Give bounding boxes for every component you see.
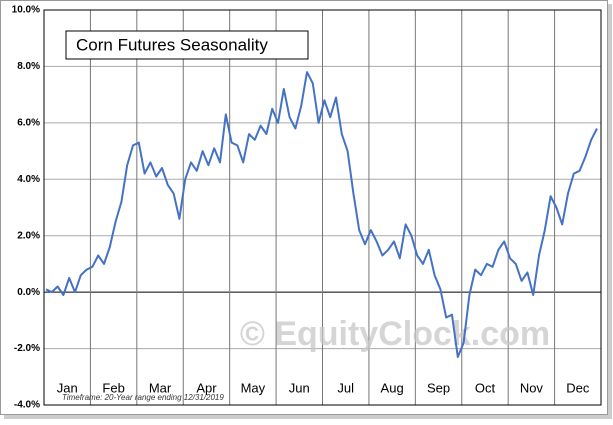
y-tick-label: 0.0%: [17, 287, 40, 298]
x-tick-label: Feb: [102, 380, 124, 395]
x-tick-label: Aug: [381, 380, 404, 395]
x-tick-label: Dec: [566, 380, 590, 395]
y-tick-label: 4.0%: [17, 174, 40, 185]
title-box: [65, 30, 309, 60]
chart-frame: [0, 0, 608, 415]
series-line: [45, 71, 598, 358]
y-tick-label: 2.0%: [17, 230, 40, 241]
y-tick-label: -4.0%: [14, 400, 40, 411]
x-tick-label: Oct: [475, 380, 496, 395]
frame-shadow: [608, 4, 612, 418]
x-tick-label: Jul: [337, 380, 354, 395]
x-tick-label: Nov: [520, 380, 544, 395]
plot: [45, 71, 598, 358]
y-tick-label: 8.0%: [17, 61, 40, 72]
y-tick-label: 6.0%: [17, 117, 40, 128]
watermark: © EquityClock.com: [240, 315, 550, 353]
y-tick-label: 10.0%: [12, 5, 40, 16]
chart-title: Corn Futures Seasonality: [76, 35, 268, 54]
x-tick-label: Jun: [289, 380, 310, 395]
x-tick-label: Jan: [57, 380, 78, 395]
footnote: Timeframe: 20-Year range ending 12/31/20…: [62, 393, 224, 402]
y-tick-label: -2.0%: [14, 343, 40, 354]
x-tick-label: Sep: [427, 380, 450, 395]
plot-border: [43, 9, 602, 406]
x-tick-label: May: [241, 380, 266, 395]
x-tick-label: Mar: [149, 380, 172, 395]
x-tick-label: Apr: [196, 380, 217, 395]
frame-shadow: [4, 415, 612, 419]
